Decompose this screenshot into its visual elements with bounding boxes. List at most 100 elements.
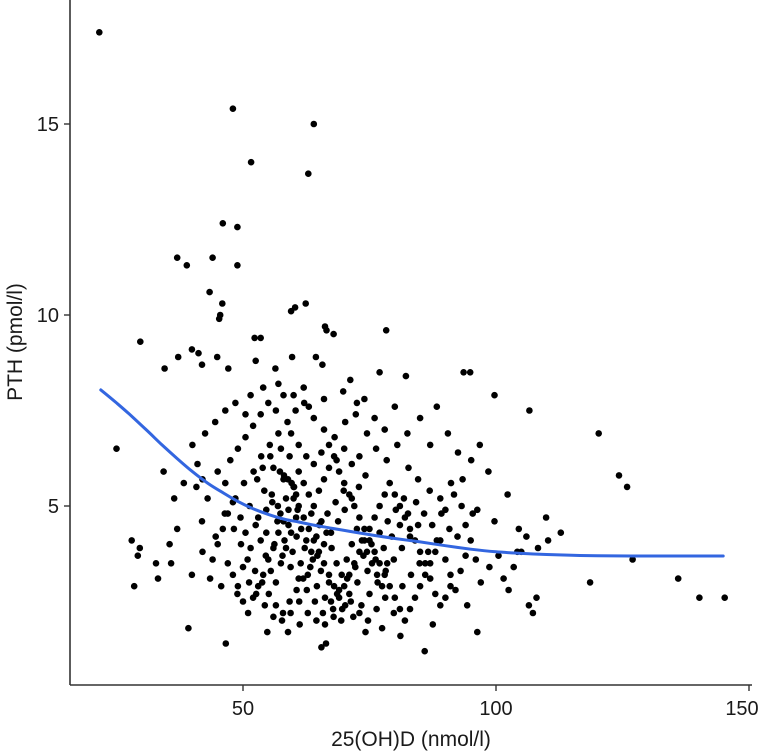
data-point [416, 560, 423, 567]
data-point [201, 430, 209, 437]
data-point [252, 590, 260, 598]
data-point [272, 602, 280, 609]
data-point [338, 571, 346, 579]
data-point [406, 533, 414, 540]
data-point [333, 560, 340, 567]
data-point [402, 372, 410, 380]
data-point [398, 544, 406, 552]
data-point [372, 445, 380, 453]
y-tick-label-10: 10 [37, 305, 59, 327]
data-point [396, 605, 404, 613]
data-point [331, 433, 338, 441]
data-point [361, 525, 368, 533]
data-point [279, 552, 286, 559]
data-point [460, 369, 467, 376]
data-point [240, 479, 248, 487]
data-point [421, 647, 429, 655]
data-point [230, 525, 238, 533]
data-point [399, 582, 406, 590]
data-point [257, 537, 265, 544]
data-point [474, 506, 481, 514]
data-point [245, 579, 253, 586]
data-point [292, 491, 300, 498]
data-point [515, 525, 523, 533]
data-point [275, 380, 282, 388]
data-point [167, 560, 175, 567]
data-point [239, 598, 247, 605]
data-point [257, 411, 265, 418]
y-axis-ticks: 15 10 5 [37, 114, 70, 518]
data-point [346, 571, 353, 579]
data-point [450, 491, 458, 498]
data-point [325, 464, 333, 472]
data-point [457, 567, 464, 575]
data-point [373, 571, 381, 579]
data-point [287, 430, 295, 437]
data-point [320, 426, 328, 433]
data-point [301, 544, 309, 552]
data-point [382, 327, 390, 334]
data-point [340, 445, 348, 453]
data-point [247, 544, 254, 552]
data-point [557, 529, 565, 536]
data-point [437, 602, 444, 609]
data-point [206, 288, 213, 296]
data-point [275, 529, 282, 536]
data-point [310, 537, 318, 544]
data-point [442, 506, 449, 514]
data-point [322, 640, 330, 647]
data-point [250, 468, 257, 475]
data-point [412, 498, 420, 506]
data-point [234, 582, 242, 590]
data-point [426, 441, 434, 449]
data-point [426, 487, 434, 495]
data-point [416, 548, 424, 556]
data-point [366, 537, 373, 544]
data-point [311, 598, 319, 605]
data-point [193, 483, 200, 491]
data-point [381, 594, 389, 601]
data-point [595, 430, 602, 437]
data-point [253, 476, 261, 483]
data-point [469, 510, 477, 517]
data-point [321, 621, 329, 628]
data-point [348, 460, 356, 468]
data-point [305, 403, 313, 411]
data-point [351, 502, 358, 510]
data-point [421, 571, 429, 579]
data-point [381, 571, 389, 579]
data-point [405, 464, 412, 472]
data-point [534, 544, 542, 552]
y-axis-title: PTH (pmol/l) [4, 283, 27, 401]
data-point [247, 391, 254, 399]
data-point [188, 571, 196, 579]
data-point [334, 518, 342, 525]
data-point [265, 556, 272, 563]
data-point [371, 414, 378, 422]
data-point [467, 456, 475, 464]
data-point [396, 502, 404, 510]
data-point [324, 510, 331, 517]
data-point [378, 582, 386, 590]
data-point [152, 560, 160, 567]
x-tick-label-100: 100 [479, 698, 512, 720]
data-point [353, 399, 361, 407]
data-point [373, 605, 380, 613]
data-point [134, 552, 142, 559]
data-point [333, 456, 340, 464]
data-point [234, 262, 241, 269]
data-point [224, 560, 232, 567]
data-point [420, 510, 428, 517]
data-point [318, 644, 325, 651]
data-point [447, 582, 454, 590]
data-point [290, 391, 297, 399]
data-point [351, 560, 358, 567]
data-point [381, 491, 389, 498]
data-point [432, 548, 439, 556]
data-point [297, 560, 305, 567]
data-point [285, 521, 292, 529]
data-point [362, 628, 369, 636]
data-point [303, 586, 311, 594]
data-point [355, 483, 363, 491]
data-point [266, 441, 274, 449]
